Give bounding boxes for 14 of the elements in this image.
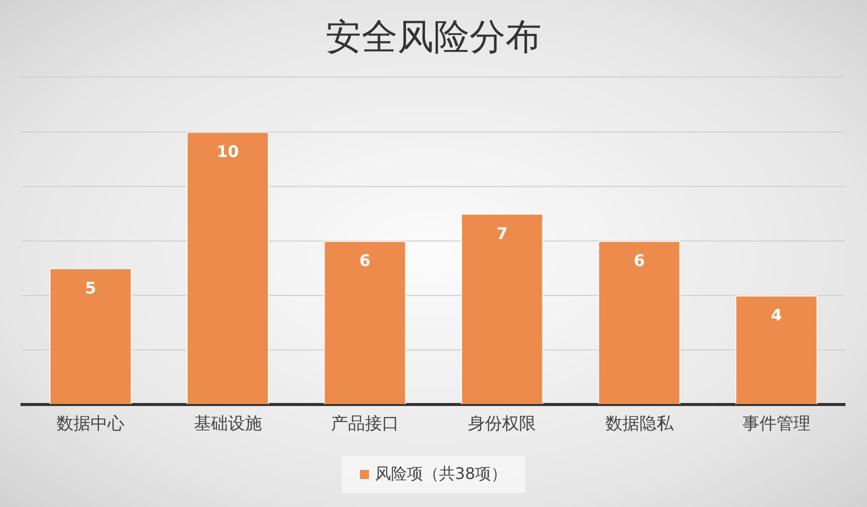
x-tick-label: 身份权限: [468, 414, 536, 434]
x-tick-label: 产品接口: [330, 414, 399, 434]
x-tick-label: 事件管理: [742, 414, 810, 434]
data-label: 10: [216, 142, 239, 161]
x-tick-label: 基础设施: [194, 414, 262, 434]
x-tick-label: 数据隐私: [605, 414, 674, 434]
legend-label: 风险项（共38项）: [374, 464, 508, 485]
data-label: 5: [85, 278, 96, 298]
data-label: 4: [770, 306, 782, 325]
data-label: 6: [634, 251, 645, 270]
chart-title: 安全风险分布: [326, 16, 542, 58]
data-label: 7: [496, 224, 508, 243]
x-tick-label: 数据中心: [56, 414, 125, 434]
data-label: 6: [359, 251, 370, 270]
